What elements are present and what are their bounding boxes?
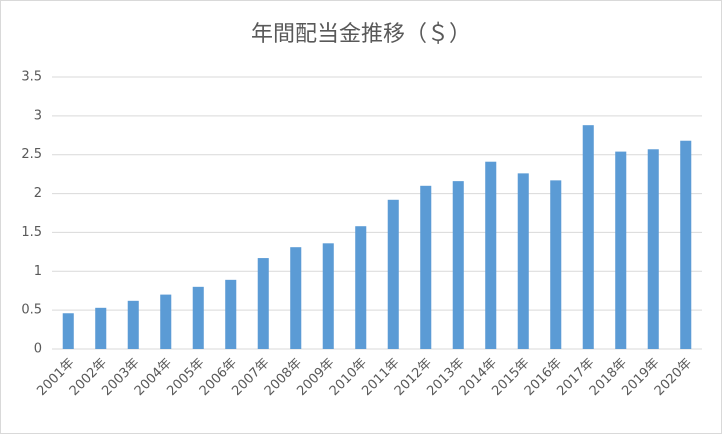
- bar: [387, 199, 399, 349]
- bar: [550, 180, 562, 349]
- bar: [647, 149, 659, 349]
- y-tick-label: 0: [34, 342, 42, 357]
- bar: [192, 286, 204, 349]
- y-tick-label: 2: [34, 186, 42, 201]
- bar: [225, 279, 237, 349]
- chart-title: 年間配当金推移（＄）: [251, 22, 471, 47]
- y-tick-label: 1.5: [21, 225, 42, 240]
- bar: [420, 185, 432, 349]
- y-tick-label: 1: [34, 264, 42, 279]
- y-tick-label: 2.5: [21, 147, 42, 162]
- bar: [290, 247, 302, 349]
- bar: [582, 125, 594, 349]
- bar: [160, 294, 172, 349]
- bar: [452, 181, 464, 349]
- bar: [680, 140, 692, 349]
- bar: [517, 173, 529, 349]
- y-tick-label: 3.5: [21, 70, 42, 85]
- bar: [257, 258, 269, 349]
- bar: [615, 151, 627, 349]
- bar: [355, 226, 367, 349]
- bar: [62, 313, 74, 349]
- bar: [322, 243, 334, 349]
- y-tick-label: 0.5: [21, 303, 42, 318]
- bar: [127, 300, 139, 349]
- bar: [95, 307, 107, 349]
- bar: [485, 161, 497, 349]
- y-tick-label: 3: [34, 108, 42, 123]
